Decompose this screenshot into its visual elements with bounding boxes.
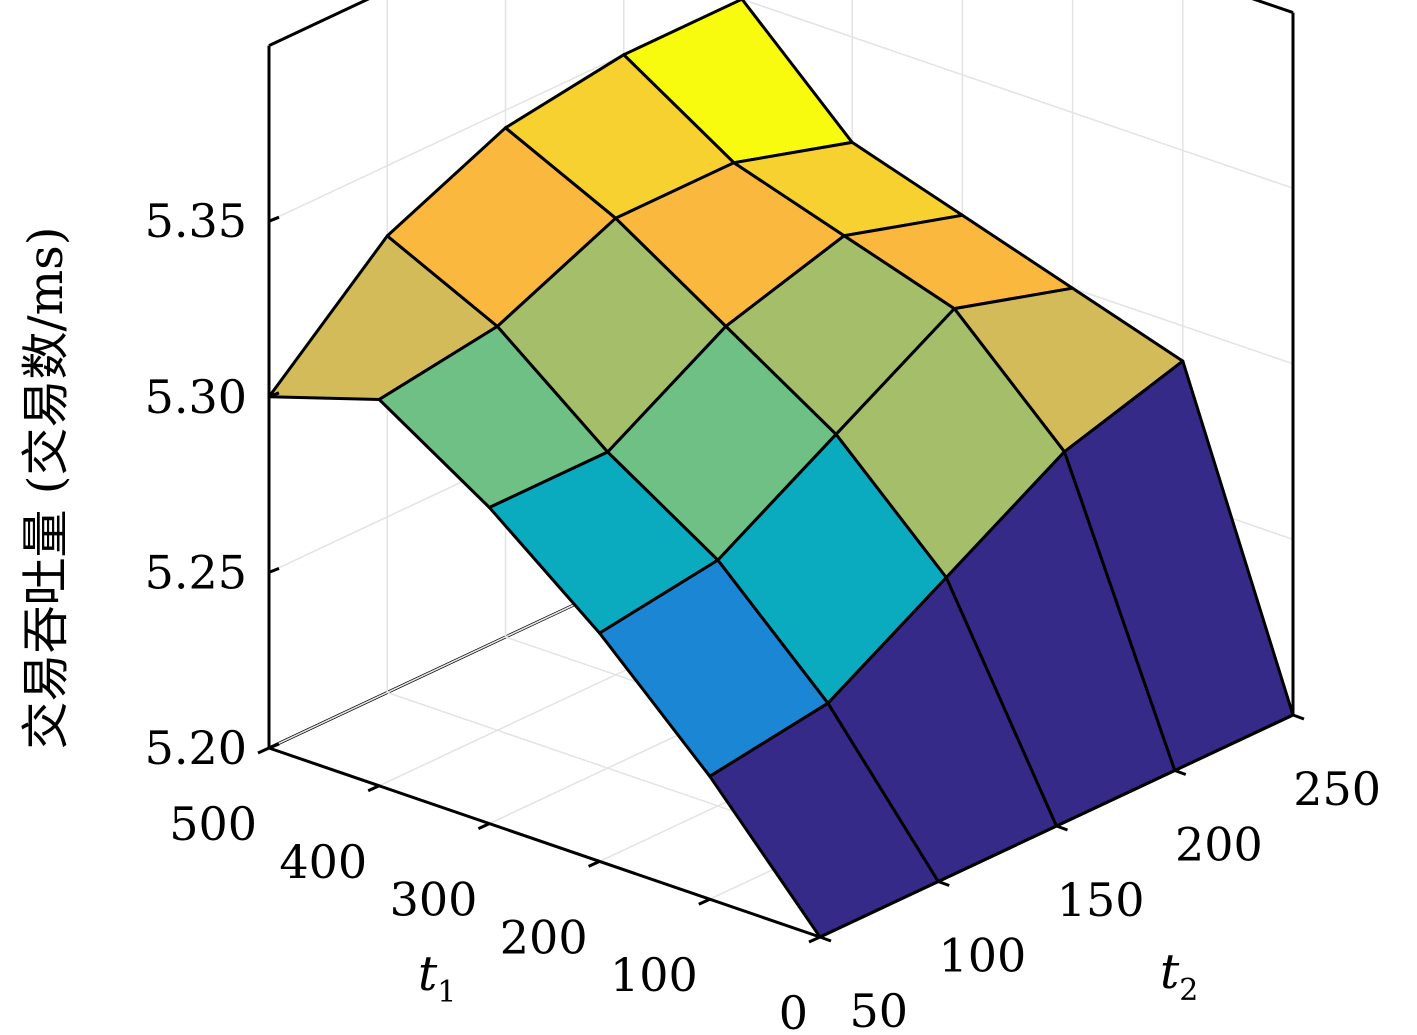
tick-marks [257, 215, 1305, 944]
t1-tick-mark [477, 822, 491, 830]
t1-tick-label: 200 [500, 910, 588, 964]
t1-tick-mark [367, 784, 380, 793]
t1-tick-label: 100 [610, 948, 698, 1002]
t2-tick-labels: 50 100 150 200 250 [849, 762, 1381, 1035]
t1-axis-line [268, 746, 821, 939]
t1-tick-mark [257, 746, 270, 755]
t2-tick-mark [819, 935, 832, 943]
t1-tick-mark [587, 860, 601, 868]
t2-tick-label: 250 [1293, 762, 1381, 816]
z-tick-label: 5.25 [145, 545, 247, 599]
z-tick-mark [268, 567, 280, 574]
box-top-t1-edge [1251, 0, 1294, 15]
t2-tick-mark [1055, 824, 1069, 832]
t1-tick-label: 0 [779, 986, 808, 1035]
t1-tick-label: 400 [279, 835, 367, 889]
t1-axis-title: t1 [418, 946, 456, 1010]
z-tick-label: 5.20 [145, 721, 247, 775]
t2-tick-label: 150 [1057, 873, 1145, 927]
t2-tick-mark [1292, 713, 1305, 721]
z-tick-label: 5.30 [145, 370, 247, 424]
z-tick-labels: 5.20 5.25 5.30 5.35 [145, 194, 247, 775]
t2-tick-mark [1174, 769, 1187, 776]
z-tick-mark [268, 215, 280, 223]
grid-line [742, 0, 1294, 189]
t2-tick-label: 50 [849, 984, 908, 1035]
t1-tick-label: 300 [390, 873, 478, 927]
t2-axis-title: t2 [1160, 944, 1198, 1008]
t1-tick-label: 500 [169, 797, 257, 851]
box-top-t2-edge [268, 0, 370, 47]
t1-tick-labels: 0 100 200 300 400 500 [169, 797, 808, 1035]
t1-tick-mark [698, 897, 711, 906]
z-tick-label: 5.35 [145, 194, 247, 248]
z-tick-mark [268, 742, 280, 750]
t2-tick-label: 100 [938, 929, 1026, 983]
z-axis-title: 交易吞吐量 (交易数/ms) [18, 226, 74, 749]
surface-plot [267, 0, 1295, 939]
t2-tick-mark [937, 880, 950, 887]
t2-tick-label: 200 [1175, 818, 1263, 872]
z-tick-mark [268, 391, 280, 399]
t1-tick-mark [808, 935, 821, 944]
